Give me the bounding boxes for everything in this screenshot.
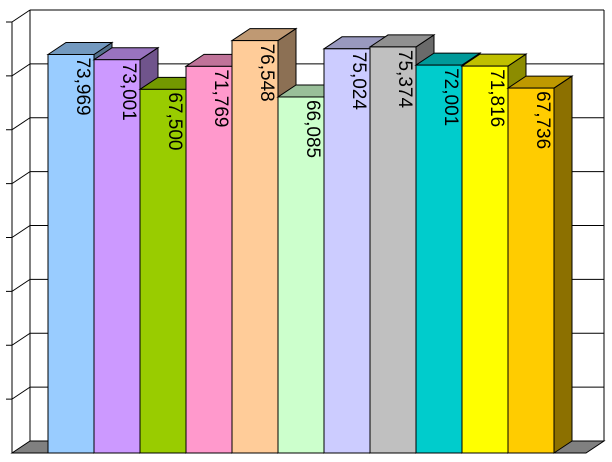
side-wall-gridline — [11, 332, 31, 346]
value-label: 66,085 — [302, 100, 323, 158]
value-label: 75,374 — [394, 50, 415, 109]
value-label: 73,969 — [72, 57, 93, 115]
bar-front — [47, 53, 95, 454]
value-label: 67,736 — [532, 91, 553, 149]
side-wall-gridline — [11, 63, 31, 77]
value-label: 71,769 — [210, 69, 231, 127]
value-label: 71,816 — [486, 69, 507, 127]
bar-front — [369, 46, 417, 454]
bar-front — [93, 59, 141, 454]
value-label: 75,024 — [348, 52, 369, 111]
bar-front — [277, 96, 325, 454]
bar-front — [323, 48, 371, 454]
side-wall-gridline — [11, 278, 31, 292]
bar — [506, 75, 574, 454]
value-label: 67,500 — [164, 92, 185, 150]
side-wall-gridline — [11, 9, 31, 23]
bar-front — [185, 65, 233, 454]
value-label: 76,548 — [256, 44, 277, 102]
bar-side — [553, 75, 573, 454]
bar-front — [415, 64, 463, 454]
side-wall-gridline — [11, 171, 31, 185]
side-wall-gridline — [11, 225, 31, 238]
bar-front — [231, 40, 279, 454]
bars — [46, 27, 574, 454]
bar-front — [507, 87, 555, 454]
side-wall-gridline — [11, 117, 31, 131]
value-labels: 73,969 73,001 67,500 71,769 76,548 66,085 75,0… — [72, 44, 553, 158]
side-wall-gridline — [11, 386, 31, 400]
value-label: 72,001 — [440, 68, 461, 126]
bar-front — [461, 65, 509, 454]
value-label: 73,001 — [118, 63, 139, 121]
bar-front — [139, 88, 187, 454]
